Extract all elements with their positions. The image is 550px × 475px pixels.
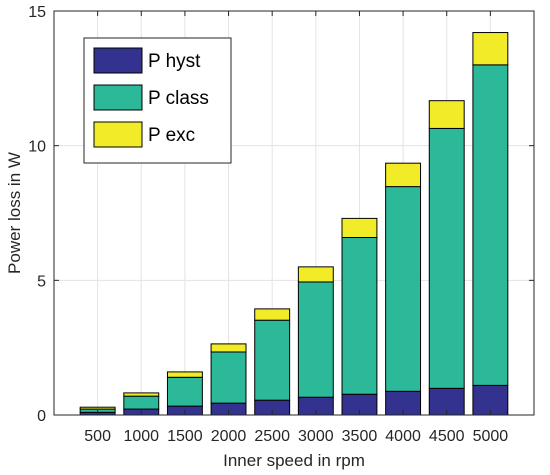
- bar-segment: [123, 395, 160, 410]
- bars: [79, 32, 509, 416]
- bar-segment: [254, 308, 291, 321]
- y-axis-label: Power loss in W: [5, 152, 24, 274]
- plot-frame: [53, 10, 535, 416]
- y-axis-ticks: 0 5 10 15: [28, 4, 534, 425]
- bar-segment: [166, 376, 203, 407]
- bar-segment: [297, 266, 334, 283]
- legend-swatch: [93, 84, 143, 111]
- y-tick-label: 0: [37, 408, 46, 425]
- x-tick-label: 500: [84, 428, 111, 445]
- bar-segment: [254, 319, 291, 401]
- y-tick-label: 10: [28, 139, 46, 156]
- bar-segment: [472, 64, 509, 386]
- legend-label: P class: [148, 88, 209, 109]
- bar-segment: [341, 217, 378, 239]
- bar-segment: [166, 371, 203, 378]
- x-tick-label: 5000: [473, 428, 509, 445]
- legend-swatch: [93, 47, 143, 74]
- bar-segment: [428, 100, 465, 129]
- x-tick-label: 3500: [342, 428, 378, 445]
- legend: P hyst P class P exc: [83, 37, 232, 164]
- bar-segment: [472, 32, 509, 66]
- bar-segment: [385, 186, 422, 392]
- bar-segment: [123, 392, 160, 397]
- bar-segment: [79, 406, 116, 410]
- bar-segment: [385, 162, 422, 188]
- x-tick-label: 2000: [211, 428, 247, 445]
- y-tick-label: 15: [28, 4, 46, 21]
- bar-segment: [210, 351, 247, 404]
- x-axis-ticks: 500 1000 1500 2000 2500 3000 3500 4000 4500 5000: [84, 11, 508, 445]
- bar-segment: [210, 343, 247, 353]
- legend-label: P exc: [148, 125, 195, 146]
- bar-segment: [341, 237, 378, 395]
- x-tick-label: 1500: [167, 428, 203, 445]
- x-tick-label: 4500: [429, 428, 465, 445]
- x-tick-label: 1000: [123, 428, 159, 445]
- y-tick-label: 5: [37, 273, 46, 290]
- legend-swatch: [93, 121, 143, 148]
- x-axis-label: Inner speed in rpm: [223, 451, 365, 470]
- x-tick-label: 3000: [298, 428, 334, 445]
- legend-label: P hyst: [148, 51, 201, 72]
- bar-segment: [428, 127, 465, 389]
- x-tick-label: 4000: [385, 428, 421, 445]
- x-tick-label: 2500: [254, 428, 290, 445]
- bar-segment: [297, 281, 334, 398]
